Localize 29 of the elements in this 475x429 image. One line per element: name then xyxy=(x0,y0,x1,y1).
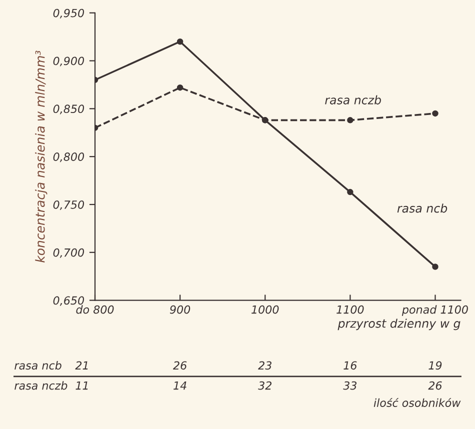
text: 26 xyxy=(173,361,187,370)
y-axis-title: koncentracja nasienia w mln/mm³ xyxy=(35,50,48,262)
y-tick-label: 0,950 xyxy=(53,8,84,18)
y-tick-label: 0,750 xyxy=(53,200,84,210)
text: rasa ncb xyxy=(14,361,62,370)
text: 23 xyxy=(258,361,272,370)
text: 16 xyxy=(344,361,357,370)
y-tick-label: 0,800 xyxy=(53,152,84,162)
x-tick-label: ponad 1100 xyxy=(402,305,468,316)
x-tick-label: 900 xyxy=(170,305,190,314)
text: 32 xyxy=(258,381,272,390)
text: ilość osobników xyxy=(374,398,461,407)
text: 33 xyxy=(343,381,357,390)
y-tick-label: 0,900 xyxy=(53,56,84,66)
x-axis-title: przyrost dzienny w g xyxy=(338,318,460,330)
text: 26 xyxy=(428,381,442,390)
series-label: rasa ncb xyxy=(397,204,448,213)
text: 21 xyxy=(75,361,88,370)
series-label: rasa nczb xyxy=(325,95,381,104)
x-tick-label: do 800 xyxy=(76,305,114,314)
text: 19 xyxy=(428,361,442,370)
y-tick-label: 0,650 xyxy=(53,296,84,306)
y-tick-label: 0,850 xyxy=(53,104,84,114)
text: 11 xyxy=(76,381,88,390)
y-tick-label: 0,700 xyxy=(53,248,84,258)
x-tick-label: 1000 xyxy=(252,305,279,314)
text: 14 xyxy=(174,381,186,390)
text: rasa nczb xyxy=(14,381,68,390)
x-tick-label: 1100 xyxy=(336,305,364,314)
